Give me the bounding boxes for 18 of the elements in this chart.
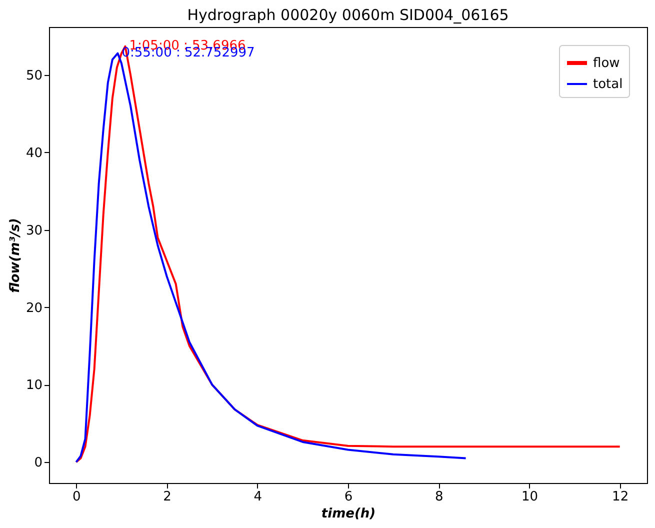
chart-title: Hydrograph 00020y 0060m SID004_06165: [187, 6, 509, 24]
y-tick-label: 0: [34, 456, 42, 471]
y-tick-label: 30: [26, 223, 42, 238]
y-tick-label: 40: [26, 146, 42, 161]
x-tick-label: 6: [344, 490, 353, 504]
x-tick-label: 0: [72, 490, 81, 504]
y-tick-label: 50: [26, 68, 42, 84]
x-tick-label: 10: [521, 490, 538, 504]
x-tick-label: 12: [612, 490, 629, 504]
y-tick-label: 20: [26, 300, 42, 316]
x-axis-title: time(h): [321, 506, 376, 522]
legend-label: flow: [593, 56, 620, 71]
y-tick-label: 10: [26, 378, 42, 394]
x-tick-label: 2: [163, 490, 172, 504]
y-axis-title: flow(m³/s): [8, 218, 23, 293]
legend-label: total: [593, 77, 623, 92]
x-tick-label: 8: [434, 490, 444, 504]
x-tick-label: 4: [254, 490, 262, 504]
